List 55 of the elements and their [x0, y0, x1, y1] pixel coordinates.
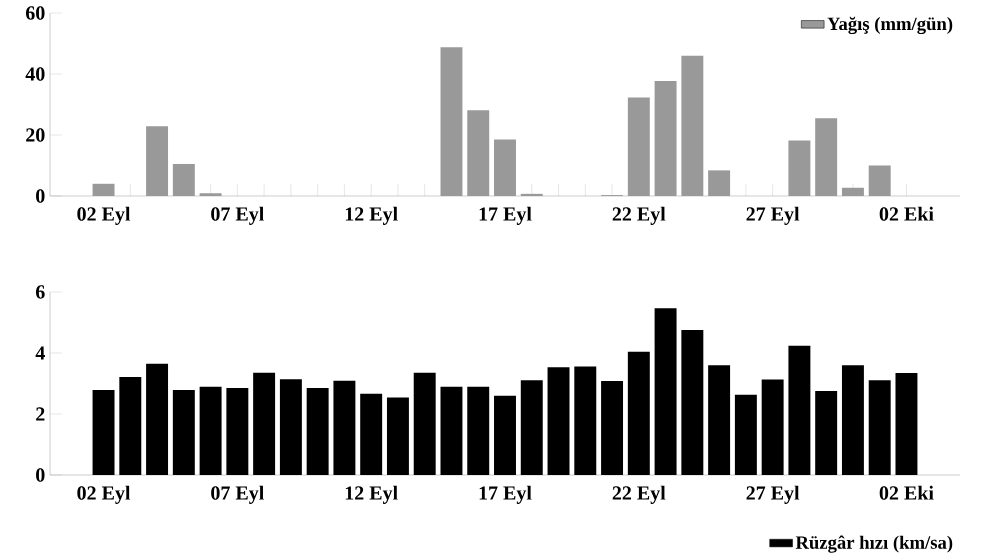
x-tick-label: 12 Eyl	[345, 485, 398, 504]
bar	[306, 388, 329, 475]
x-tick-label: 07 Eyl	[211, 206, 264, 225]
bar	[520, 380, 543, 475]
x-tick-label: 22 Eyl	[612, 485, 666, 504]
bar	[226, 388, 249, 475]
bar	[199, 386, 222, 475]
legend-label: Rüzgâr hızı (km/sa)	[795, 535, 953, 553]
y-tick-label: 4	[35, 346, 45, 360]
bar	[601, 381, 624, 475]
bar	[815, 391, 838, 475]
x-tick-label: 27 Eyl	[746, 485, 800, 504]
x-tick-label: 17 Eyl	[479, 485, 532, 504]
y-tick-label: 20	[26, 128, 45, 142]
bar	[279, 379, 302, 475]
bar	[440, 386, 463, 475]
bar	[734, 394, 757, 475]
bar	[868, 380, 891, 475]
x-tick-label: 17 Eyl	[479, 206, 532, 225]
bar	[494, 395, 516, 475]
bar	[761, 379, 784, 475]
x-tick-label: 02 Eki	[879, 485, 934, 500]
bar	[146, 363, 169, 475]
x-tick-label: 22 Eyl	[612, 206, 666, 225]
y-tick-label: 60	[25, 6, 45, 20]
legend-label: Yağış (mm/gün)	[827, 16, 953, 35]
bar	[467, 386, 490, 475]
y-tick-label: 40	[25, 67, 45, 81]
bar	[386, 397, 409, 475]
x-tick-label: 02 Eki	[879, 206, 934, 221]
x-tick-label: 27 Eyl	[746, 206, 800, 225]
bar	[547, 367, 570, 475]
bar	[654, 308, 677, 475]
y-tick-label: 2	[36, 407, 45, 421]
bar	[333, 380, 356, 475]
x-tick-label: 02 Eyl	[77, 206, 131, 225]
bar	[574, 366, 597, 475]
x-tick-label: 07 Eyl	[211, 485, 264, 504]
y-tick-label: 0	[36, 189, 45, 203]
bar	[172, 389, 195, 475]
bar	[413, 372, 436, 475]
bar	[788, 345, 811, 475]
y-tick-label: 0	[36, 468, 45, 482]
bar	[841, 365, 864, 475]
bar	[895, 373, 918, 475]
bar	[360, 393, 383, 475]
bar	[119, 377, 142, 475]
y-tick-label: 6	[35, 285, 45, 299]
bar	[708, 365, 731, 475]
bar	[92, 389, 115, 475]
x-tick-label: 12 Eyl	[345, 206, 398, 225]
bar	[627, 351, 650, 475]
bar	[253, 372, 276, 475]
bar	[681, 330, 704, 475]
x-tick-label: 02 Eyl	[77, 485, 131, 504]
